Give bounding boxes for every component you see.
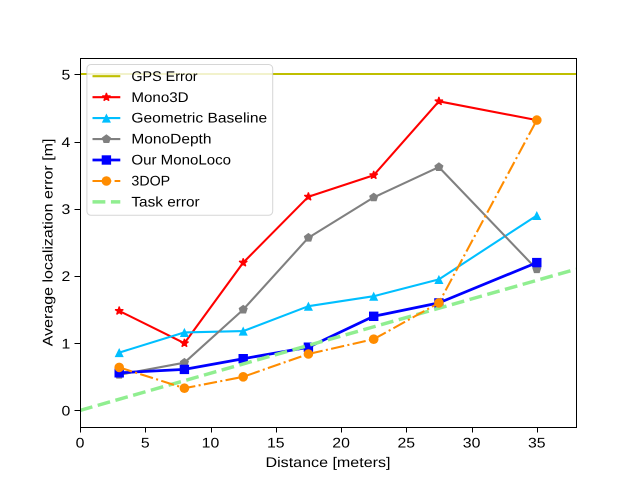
svg-text:GPS Error: GPS Error	[131, 68, 198, 84]
svg-text:3: 3	[62, 201, 71, 217]
svg-text:Our MonoLoco: Our MonoLoco	[131, 152, 231, 168]
svg-text:Distance [meters]: Distance [meters]	[266, 454, 391, 470]
svg-text:5: 5	[62, 67, 71, 83]
svg-text:15: 15	[267, 435, 285, 451]
svg-text:2: 2	[62, 268, 71, 284]
svg-text:20: 20	[332, 435, 350, 451]
svg-text:Average localization error [m]: Average localization error [m]	[40, 139, 56, 347]
svg-text:0: 0	[76, 435, 85, 451]
svg-text:5: 5	[141, 435, 150, 451]
svg-text:3DOP: 3DOP	[131, 173, 170, 189]
svg-text:Geometric Baseline: Geometric Baseline	[131, 110, 267, 126]
svg-text:Mono3D: Mono3D	[131, 89, 188, 105]
svg-text:Task error: Task error	[131, 194, 200, 210]
svg-text:4: 4	[62, 134, 71, 150]
svg-text:25: 25	[398, 435, 416, 451]
svg-text:MonoDepth: MonoDepth	[131, 131, 211, 147]
svg-text:0: 0	[62, 403, 71, 419]
svg-text:35: 35	[528, 435, 546, 451]
svg-text:1: 1	[62, 335, 71, 351]
svg-text:10: 10	[202, 435, 220, 451]
svg-text:30: 30	[463, 435, 481, 451]
